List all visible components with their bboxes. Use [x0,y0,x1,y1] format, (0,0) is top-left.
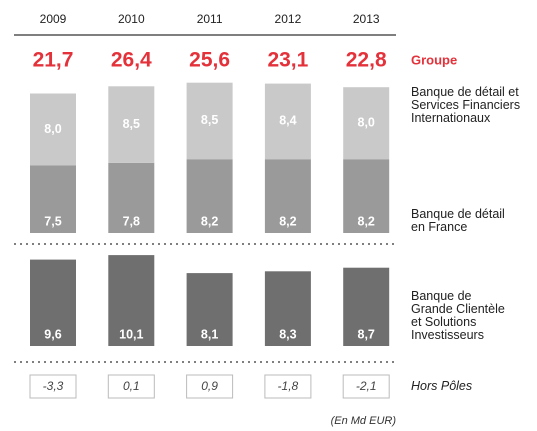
bar-segment [108,255,155,346]
series-label: Banque de détail en France [411,207,505,234]
bar-segment [264,83,311,160]
x-tick-label: 2013 [353,12,380,26]
total-label: 26,4 [111,49,152,72]
value-label: 8,7 [358,327,375,341]
value-label: 8,0 [44,122,61,136]
total-label: 21,7 [33,49,74,72]
bar-segment [108,162,155,233]
x-tick-label: 2009 [40,12,67,26]
bar-segment [186,273,233,346]
value-label: 8,4 [279,114,296,128]
value-label: 8,2 [358,214,375,228]
total-label: 25,6 [189,49,230,72]
x-tick-label: 2011 [197,12,223,26]
value-box [186,374,234,399]
value-label: 0,9 [201,379,218,393]
value-label: 8,1 [201,327,218,341]
value-label: 8,3 [279,327,296,341]
value-label: 8,2 [201,214,218,228]
bar-segment [30,259,76,346]
series-label: Hors Pôles [411,379,473,393]
series-label: Banque de détail et Services Financiers … [411,85,521,125]
value-label: 10,1 [119,327,143,341]
bar-segment [343,267,390,346]
bar-segment [343,87,390,160]
value-label: -1,8 [278,379,299,393]
value-box [264,374,312,399]
value-box [107,374,155,399]
bar-segment [30,165,76,233]
value-label: 0,1 [123,379,140,393]
value-box [29,374,77,399]
bar-segment [264,159,311,233]
value-label: -2,1 [356,379,377,393]
total-label: 22,8 [346,49,387,72]
x-tick-label: 2010 [118,12,145,26]
bar-segment [186,159,233,233]
bar-segment [343,159,390,233]
value-label: 8,0 [358,115,375,129]
series-label: Banque de Grande Clientèle et Solutions … [411,289,505,342]
value-label: 7,8 [123,214,140,228]
value-label: 8,5 [123,117,140,131]
value-box [342,374,390,399]
value-label: -3,3 [43,379,64,393]
bar-segment [186,82,233,160]
bar-segment [30,93,76,166]
x-tick-label: 2012 [275,12,302,26]
value-label: 8,5 [201,113,218,127]
value-label: 9,6 [44,327,61,341]
total-legend: Groupe [411,52,457,67]
unit-note: (En Md EUR) [331,415,397,427]
total-label: 23,1 [267,49,308,72]
value-label: 7,5 [44,214,61,228]
bar-segment [108,86,155,163]
bar-segment [264,271,311,346]
value-label: 8,2 [279,214,296,228]
